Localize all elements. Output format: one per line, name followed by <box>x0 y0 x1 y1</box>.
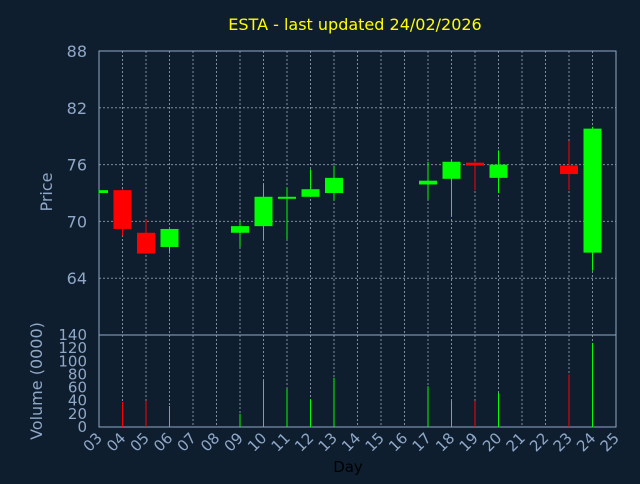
candle-body <box>113 190 132 229</box>
candle-body <box>583 128 602 253</box>
candle-body <box>442 161 461 179</box>
price-tick-label: 64 <box>67 269 87 288</box>
volume-tick-label: 0 <box>77 418 87 436</box>
x-tick-label: 25 <box>597 429 623 455</box>
candle-body <box>325 177 343 193</box>
x-tick-label: 12 <box>291 429 317 455</box>
volume-tick-label: 40 <box>68 392 87 410</box>
price-axis-label: Price <box>37 172 56 211</box>
x-tick-label: 23 <box>550 429 576 455</box>
x-tick-label: 05 <box>127 429 153 455</box>
candle-body <box>231 226 249 233</box>
volume-panel-frame <box>98 334 617 428</box>
x-tick-label: 06 <box>150 429 176 455</box>
x-axis-label: Day <box>333 458 363 476</box>
volume-tick-label: 80 <box>68 365 87 383</box>
x-tick-label: 10 <box>244 429 270 455</box>
volume-axis-label: Volume (0000) <box>27 322 46 440</box>
volume-tick-label: 20 <box>68 405 87 423</box>
x-tick-label: 13 <box>315 429 341 455</box>
price-tick-label: 76 <box>67 156 87 175</box>
x-tick-label: 21 <box>503 429 529 455</box>
x-tick-label: 17 <box>409 429 435 455</box>
candle-body <box>99 190 108 193</box>
candle-body <box>489 164 508 178</box>
price-tick-label: 88 <box>67 42 87 61</box>
x-tick-label: 22 <box>526 429 552 455</box>
candle-body <box>160 228 179 247</box>
candle-body <box>254 196 273 227</box>
candle-body <box>560 165 578 175</box>
x-tick-label: 11 <box>268 429 294 455</box>
x-tick-label: 04 <box>103 429 129 455</box>
volume-tick-label: 100 <box>58 352 87 370</box>
x-tick-label: 24 <box>573 429 599 455</box>
candle-body <box>419 180 437 185</box>
x-tick-label: 09 <box>221 429 247 455</box>
price-tick-label: 82 <box>67 99 87 118</box>
x-tick-label: 15 <box>362 429 388 455</box>
chart-title: ESTA - last updated 24/02/2026 <box>228 15 481 34</box>
x-tick-label: 19 <box>456 429 482 455</box>
x-tick-label: 07 <box>174 429 200 455</box>
x-tick-label: 16 <box>385 429 411 455</box>
price-tick-label: 70 <box>67 212 87 231</box>
volume-tick-label: 140 <box>58 326 87 344</box>
x-tick-label: 08 <box>197 429 223 455</box>
candle-body <box>278 196 296 199</box>
x-tick-label: 18 <box>432 429 458 455</box>
candle-body <box>301 189 320 197</box>
x-tick-label: 20 <box>479 429 505 455</box>
volume-tick-label: 120 <box>58 339 87 357</box>
candle-body <box>466 162 484 166</box>
volume-tick-label: 60 <box>68 379 87 397</box>
x-tick-label: 14 <box>338 429 364 455</box>
candle-body <box>137 232 155 254</box>
